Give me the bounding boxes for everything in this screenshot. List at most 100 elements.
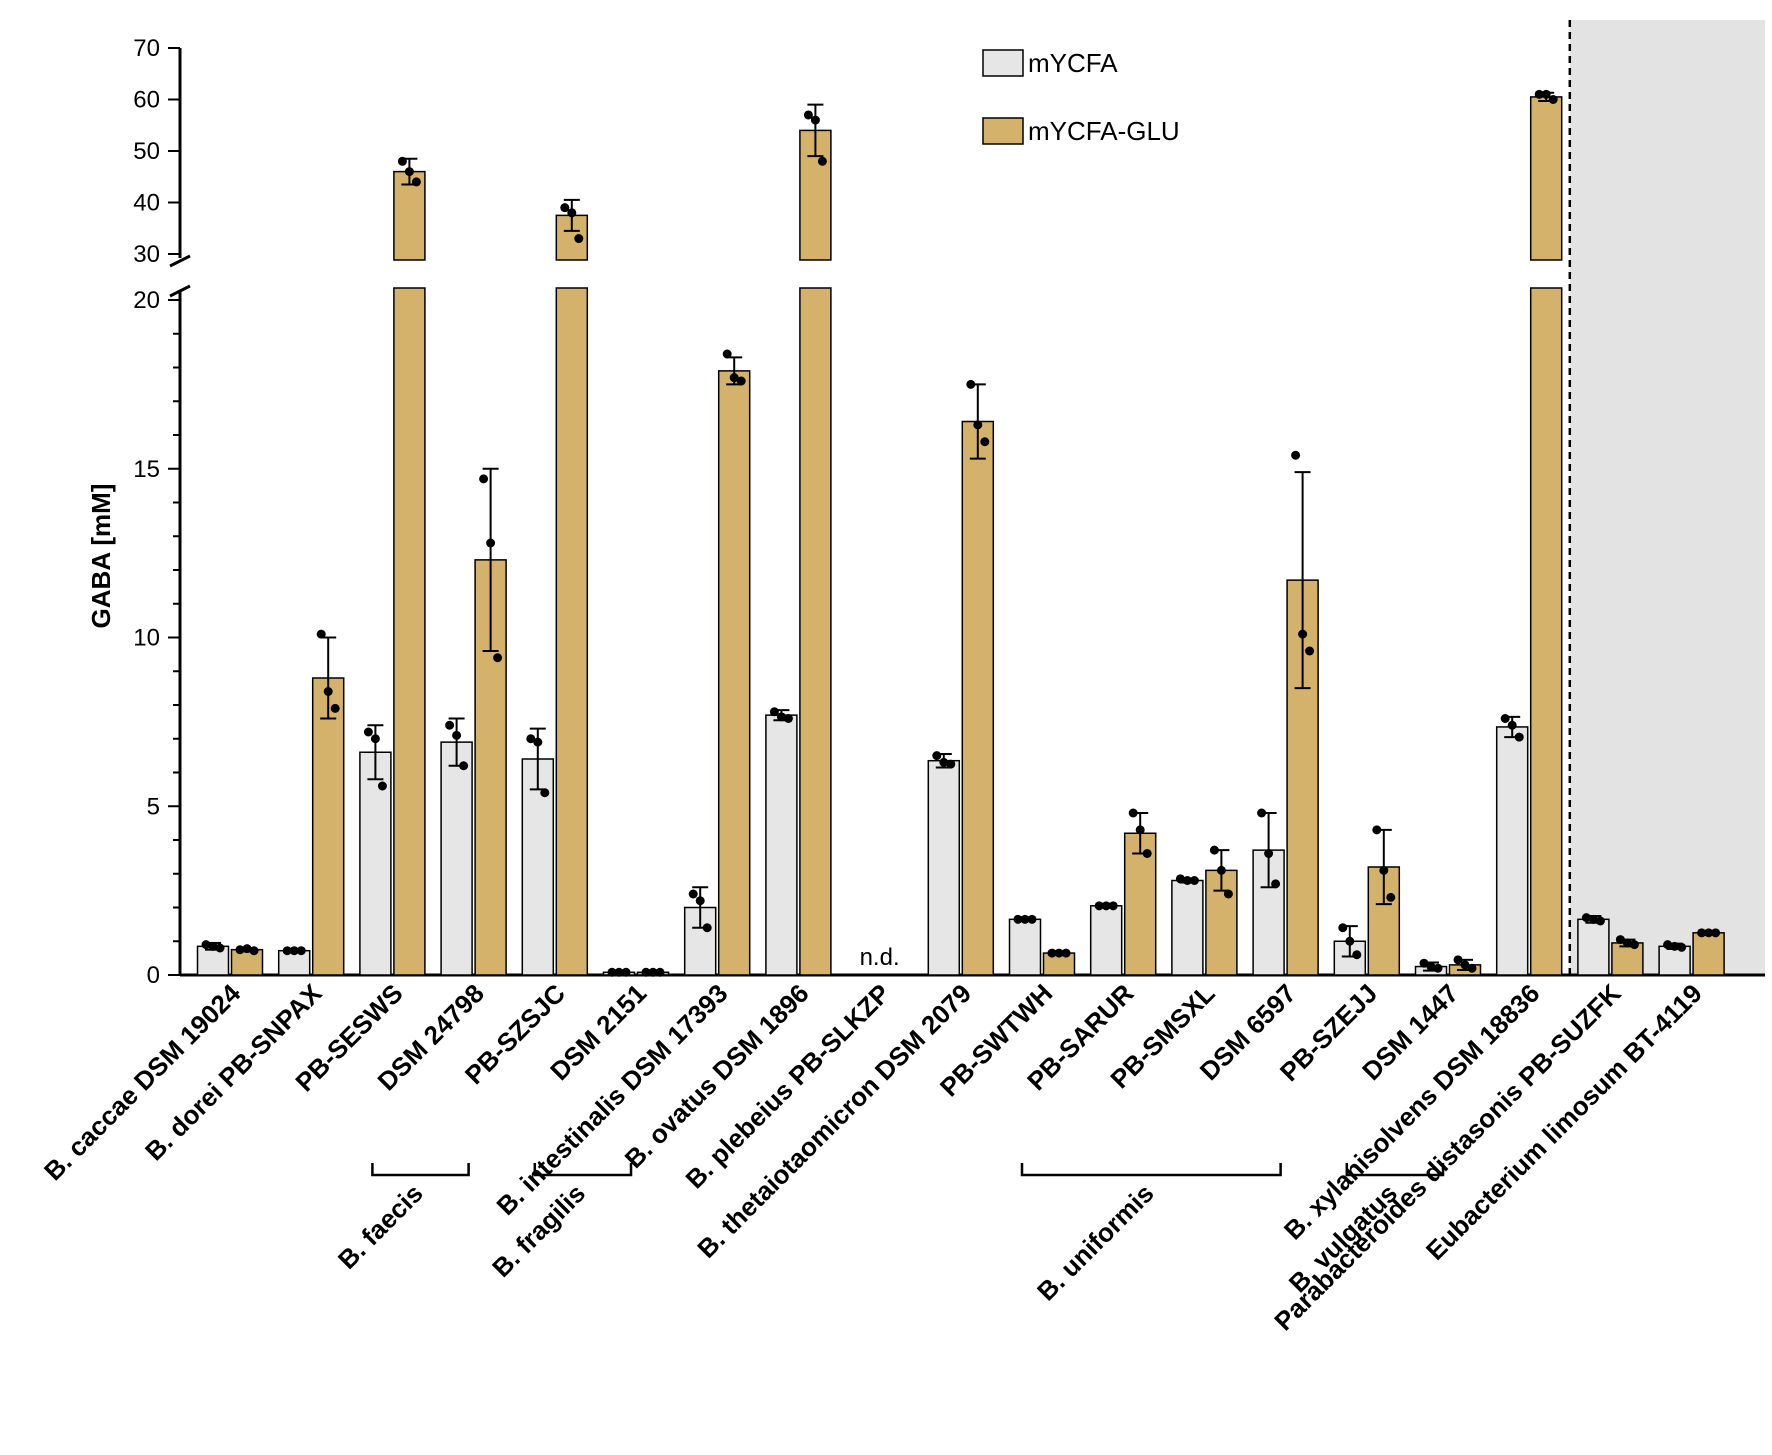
data-point [1581, 913, 1591, 923]
bar-mycfa-glu-upper [1529, 96, 1563, 261]
data-point [1419, 958, 1429, 968]
data-point [973, 420, 983, 430]
data-point [1108, 901, 1118, 911]
data-point [729, 373, 739, 383]
data-point [1433, 963, 1443, 973]
group-bracket [371, 1163, 470, 1177]
data-point [648, 967, 658, 977]
data-point [1500, 714, 1510, 723]
bar-mycfa-glu [230, 948, 264, 976]
legend: mYCFA mYCFA-GLU [982, 48, 1180, 146]
data-point [1670, 941, 1680, 951]
data-point [296, 946, 306, 956]
bar-mycfa [1171, 879, 1204, 976]
data-point [1013, 914, 1023, 924]
data-point [1663, 940, 1673, 950]
y-axis-title: GABA [mM] [86, 484, 116, 629]
data-point [574, 234, 584, 244]
data-point [1352, 950, 1362, 960]
data-point [1426, 962, 1436, 972]
data-point [1257, 808, 1267, 818]
bar-mycfa-glu [961, 420, 995, 976]
y-tick-label: 50 [133, 138, 160, 165]
y-tick-label: 40 [133, 190, 160, 217]
data-point [1379, 865, 1389, 875]
axis-break-mark [169, 254, 191, 268]
data-point [1061, 948, 1071, 958]
data-point [1507, 720, 1517, 730]
group-label: B. uniformis [1031, 1178, 1159, 1306]
data-point [1622, 938, 1632, 948]
data-point [201, 940, 211, 950]
y-tick-label: 0 [147, 962, 160, 989]
data-point [939, 757, 949, 767]
data-point [249, 946, 259, 956]
data-point [1541, 89, 1551, 99]
data-point [980, 437, 990, 447]
data-point [614, 967, 624, 977]
y-tick-label: 5 [147, 793, 160, 820]
bar-mycfa-glu [1611, 942, 1644, 976]
data-point [289, 946, 299, 956]
data-point [655, 967, 665, 977]
legend-label-mycfa: mYCFA [1028, 48, 1118, 78]
y-tick-label: 20 [133, 287, 160, 314]
data-point [1615, 935, 1625, 945]
data-point [688, 889, 698, 899]
data-point [411, 177, 421, 187]
bar-mycfa-glu-upper [393, 170, 426, 261]
group-bracket [1345, 1163, 1445, 1177]
data-point [932, 751, 942, 761]
data-point [1711, 928, 1721, 938]
data-point [445, 720, 455, 730]
data-point [1595, 916, 1605, 926]
data-point [1209, 845, 1219, 855]
data-point [769, 707, 779, 717]
data-point [377, 781, 387, 791]
data-point [1704, 928, 1714, 938]
data-point [1460, 960, 1470, 970]
data-point [810, 115, 820, 125]
data-point [702, 923, 712, 933]
data-point [1386, 892, 1396, 902]
data-point [370, 734, 380, 744]
data-point [215, 943, 225, 953]
data-point [1534, 89, 1544, 99]
bar-mycfa [927, 759, 961, 976]
data-point [1291, 450, 1301, 460]
background-layer [1568, 20, 1765, 975]
data-point [1135, 825, 1145, 835]
data-point [242, 944, 252, 954]
data-point [330, 703, 340, 713]
y-tick-label: 70 [133, 35, 160, 62]
data-point [1101, 901, 1111, 911]
data-point [1142, 849, 1152, 858]
legend-label-mycfa-glu: mYCFA-GLU [1028, 116, 1180, 146]
data-point [323, 687, 333, 696]
data-point [736, 376, 746, 386]
data-point [526, 734, 536, 744]
data-point [1020, 914, 1030, 924]
shaded-region [1569, 20, 1765, 975]
data-point [1629, 940, 1639, 950]
data-point [695, 896, 705, 906]
bar-mycfa [1495, 726, 1529, 976]
data-point [235, 945, 245, 955]
data-point [540, 788, 550, 798]
bar-mycfa-glu-lower [555, 287, 589, 976]
bar-mycfa-glu [1692, 932, 1725, 976]
legend-swatch-mycfa [982, 49, 1024, 77]
bar-mycfa [1577, 918, 1610, 976]
group-bracket [1020, 1163, 1282, 1177]
bar-mycfa-glu-lower [799, 287, 832, 976]
data-point [533, 737, 543, 747]
data-point [966, 379, 976, 389]
data-point [1189, 876, 1199, 885]
data-point [641, 967, 651, 977]
data-point [1697, 928, 1707, 938]
data-point [404, 167, 414, 177]
data-point [316, 629, 326, 639]
annotation-nd: n.d. [860, 944, 900, 971]
data-point [1027, 914, 1037, 924]
